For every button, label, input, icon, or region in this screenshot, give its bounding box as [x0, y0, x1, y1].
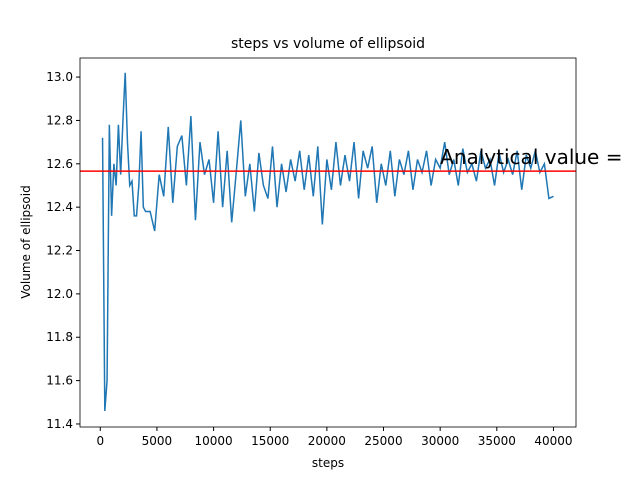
y-tick-label: 12.4	[46, 200, 73, 214]
y-tick-label: 11.4	[46, 417, 73, 431]
x-tick-label: 5000	[142, 434, 173, 448]
y-axis-label: Volume of ellipsoid	[19, 185, 33, 298]
x-tick-label: 10000	[194, 434, 232, 448]
y-tick-label: 12.8	[46, 113, 73, 127]
x-tick-label: 40000	[534, 434, 572, 448]
x-tick-label: 35000	[478, 434, 516, 448]
y-tick-label: 12.2	[46, 244, 73, 258]
x-tick-label: 25000	[364, 434, 402, 448]
y-tick-label: 12.0	[46, 287, 73, 301]
x-tick-label: 15000	[251, 434, 289, 448]
x-tick-label: 30000	[421, 434, 459, 448]
annotation: Analytical value =	[440, 145, 622, 169]
chart-title: steps vs volume of ellipsoid	[231, 36, 425, 52]
y-tick-label: 13.0	[46, 70, 73, 84]
y-tick-label: 12.6	[46, 157, 73, 171]
x-tick-label: 0	[96, 434, 104, 448]
x-tick-label: 20000	[308, 434, 346, 448]
x-axis-label: steps	[312, 456, 344, 470]
y-tick-label: 11.6	[46, 374, 73, 388]
line-series	[101, 72, 554, 412]
plot-frame	[79, 57, 577, 428]
y-tick-label: 11.8	[46, 330, 73, 344]
